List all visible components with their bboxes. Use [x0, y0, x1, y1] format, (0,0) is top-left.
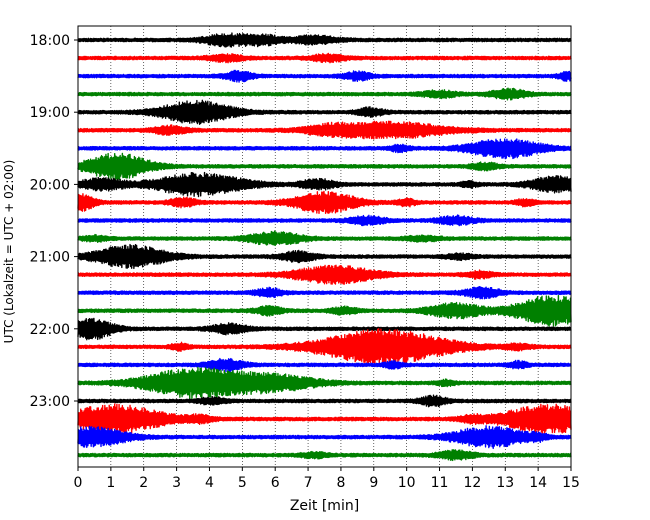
trace-2000: [77, 171, 572, 198]
y-tick-label: 22:00: [30, 322, 70, 338]
trace-2215: [77, 328, 572, 366]
x-tick-label: 3: [172, 475, 181, 491]
trace-2100: [77, 243, 572, 270]
trace-2300: [77, 394, 572, 408]
trace-2315: [77, 403, 572, 435]
trace-1915: [77, 120, 572, 140]
seismogram-traces: [77, 32, 572, 462]
x-tick-label: 10: [398, 475, 416, 491]
y-tick-label: 23:00: [30, 394, 70, 410]
trace-2115: [77, 264, 572, 285]
trace-2130: [77, 285, 572, 300]
y-tick-label: 20:00: [30, 177, 70, 193]
x-tick-label: 6: [271, 475, 280, 491]
x-tick-label: 15: [562, 475, 580, 491]
x-tick-label: 14: [529, 475, 547, 491]
trace-1945: [77, 152, 572, 181]
y-axis-label: UTC (Lokalzeit = UTC + 02:00): [2, 160, 16, 344]
plot-frame: [77, 25, 572, 468]
trace-2045: [77, 230, 572, 247]
trace-1900: [77, 99, 572, 125]
y-tick-label: 18:00: [30, 33, 70, 49]
x-tick-label: 12: [463, 475, 481, 491]
trace-1830: [77, 69, 572, 83]
x-tick-label: 8: [336, 475, 345, 491]
x-tick-label: 13: [496, 475, 514, 491]
trace-2245: [77, 366, 572, 400]
x-tick-label: 7: [304, 475, 313, 491]
x-tick-label: 11: [431, 475, 449, 491]
trace-1930: [77, 138, 572, 160]
trace-2230: [77, 357, 572, 373]
x-tick-label: 4: [205, 475, 214, 491]
x-tick-label: 9: [369, 475, 378, 491]
trace-1815: [77, 52, 572, 64]
trace-2200: [77, 317, 572, 341]
y-tick-label: 19:00: [30, 105, 70, 121]
trace-1845: [77, 87, 572, 101]
trace-2345: [77, 449, 572, 462]
x-axis-label: Zeit [min]: [290, 498, 359, 514]
trace-2015: [77, 190, 572, 215]
x-tick-label: 1: [106, 475, 115, 491]
y-tick-label: 21:00: [30, 250, 70, 266]
y-axis-ticks: 18:00 19:00 20:00 21:00 22:00 23:00: [30, 33, 78, 410]
trace-2030: [77, 214, 572, 227]
trace-1800: [77, 32, 572, 48]
trace-2145: [77, 295, 572, 327]
x-tick-label: 2: [139, 475, 148, 491]
x-axis-ticks: 0 1 2 3 4 5 6 7 8 9 10 11 12 13 14 15: [74, 467, 580, 491]
x-tick-label: 5: [238, 475, 247, 491]
trace-2330: [77, 425, 572, 450]
x-tick-label: 0: [74, 475, 83, 491]
